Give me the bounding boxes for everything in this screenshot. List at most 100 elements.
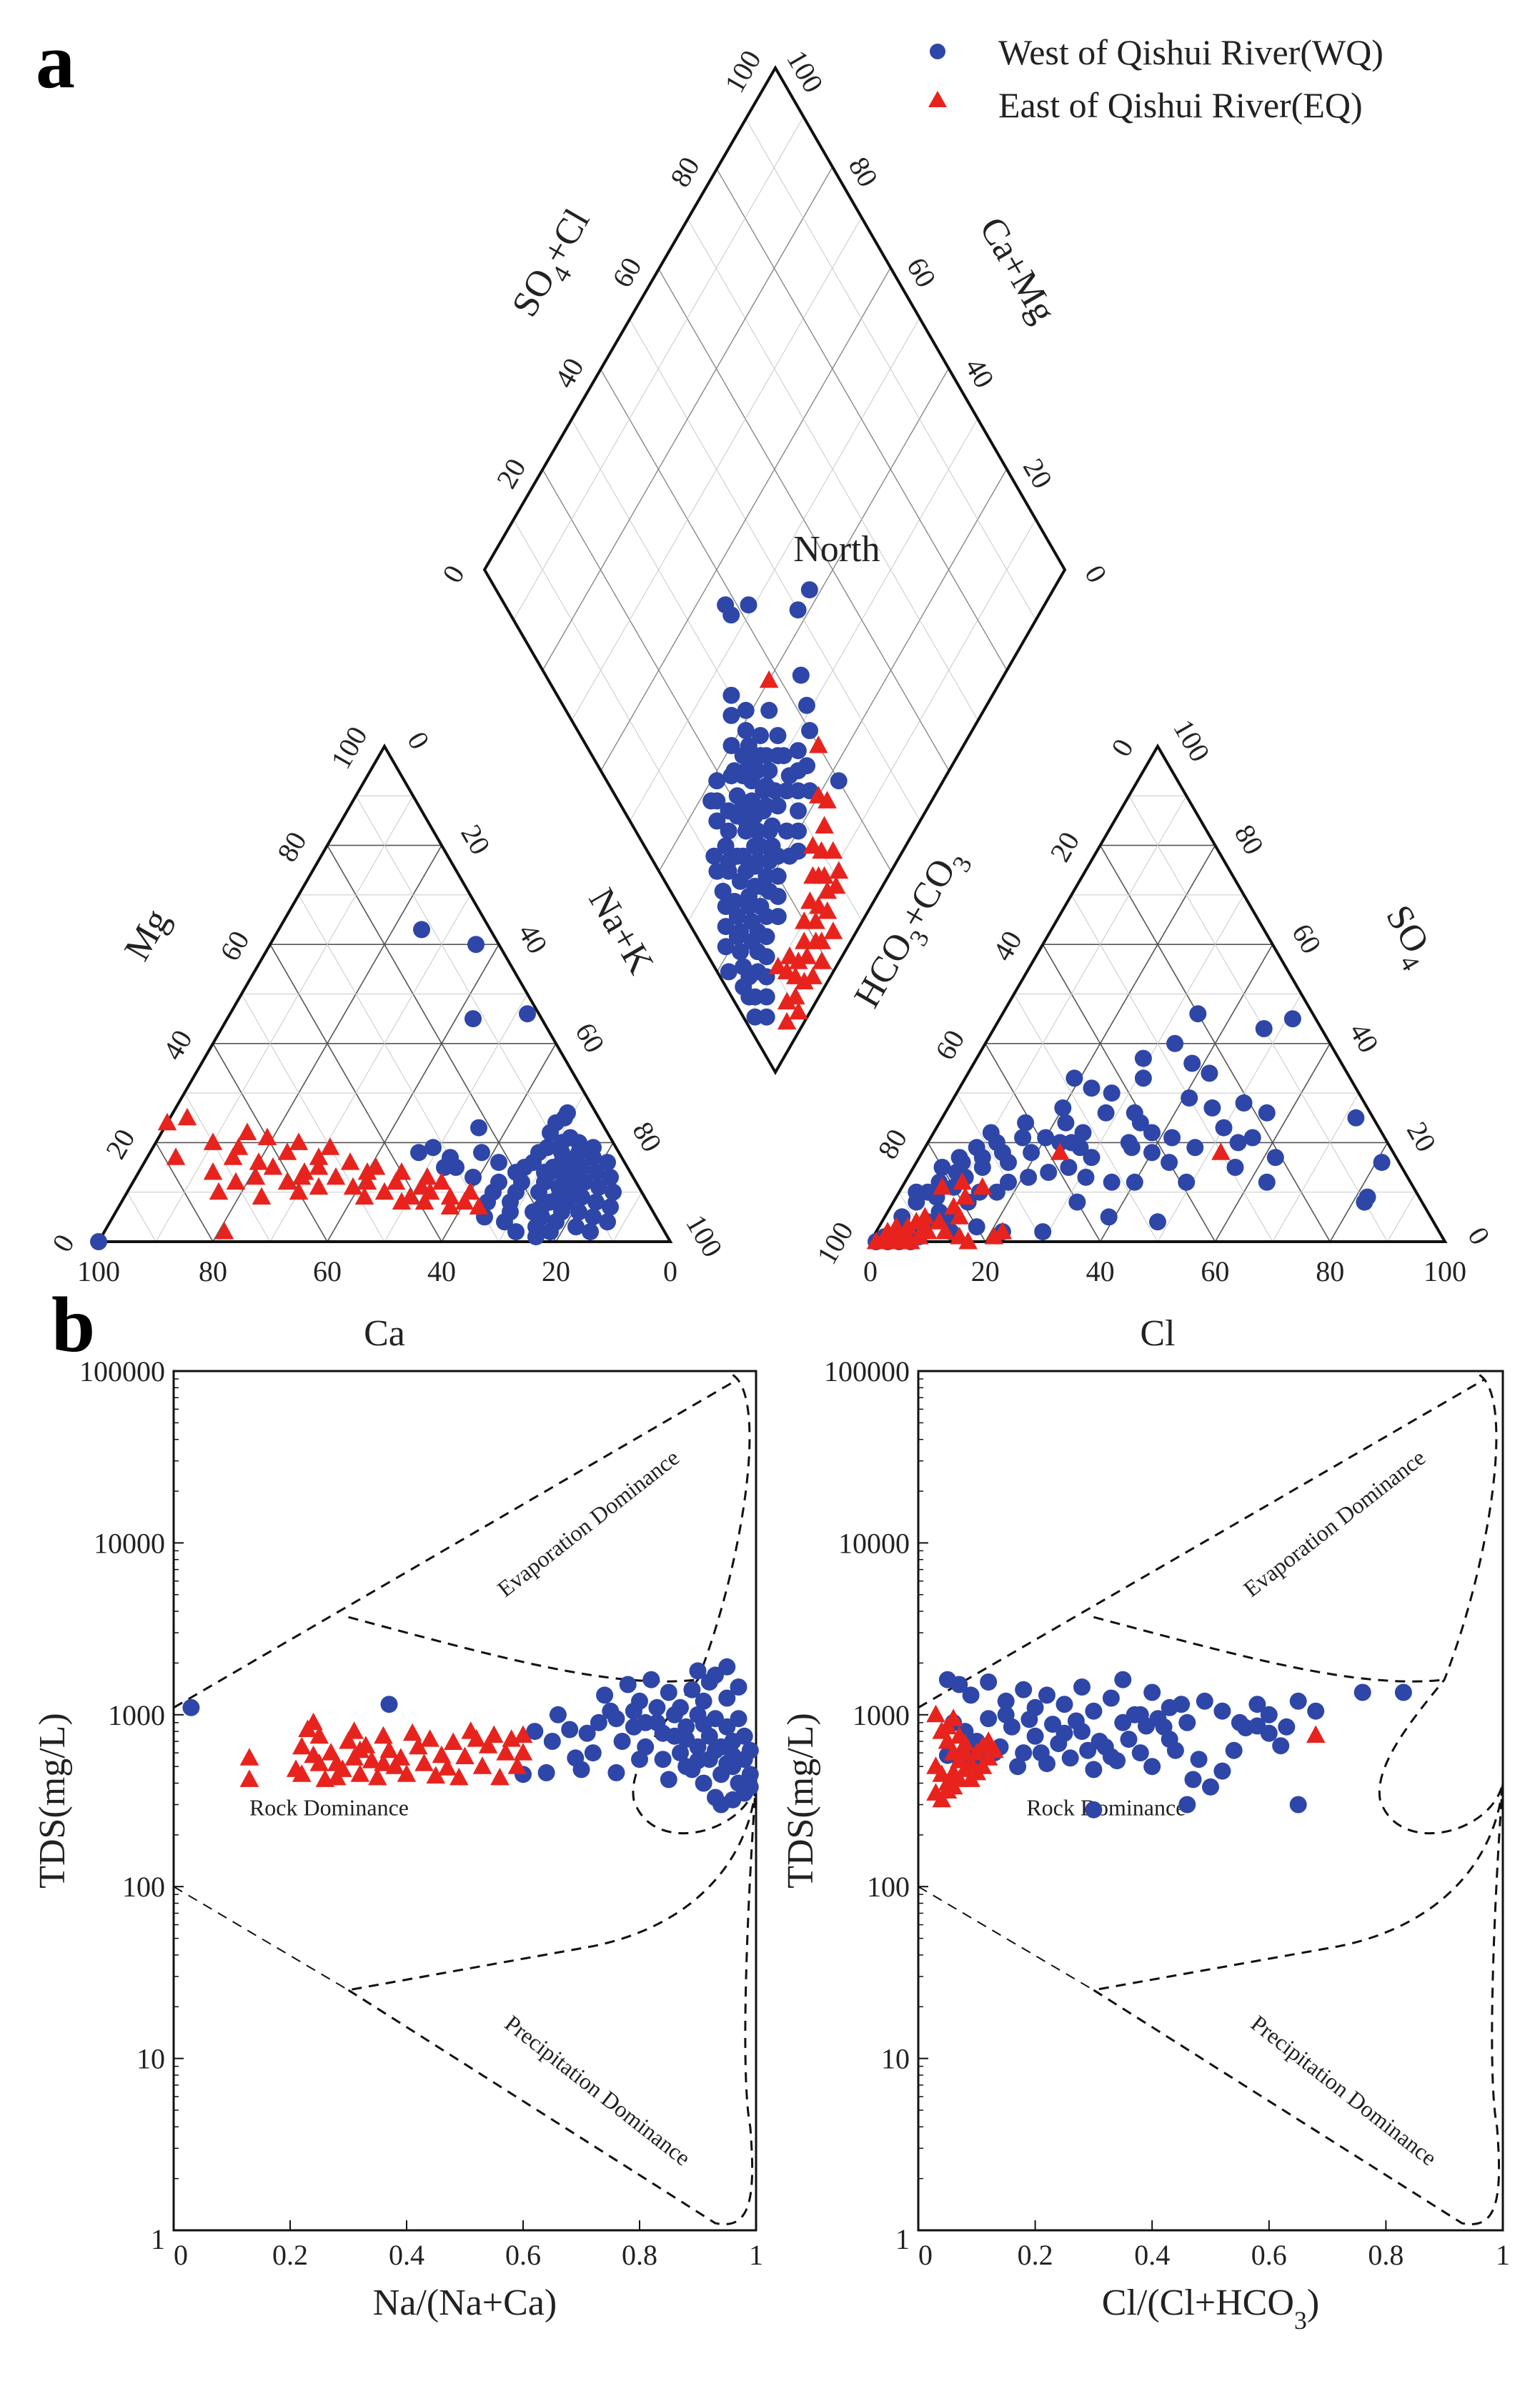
- anion-wq-point: [1040, 1164, 1058, 1181]
- anion-wq-point: [1178, 1173, 1196, 1191]
- diamond-wq-point: [790, 822, 807, 840]
- diamond-wq-point: [757, 777, 775, 795]
- precipitation-upper-boundary: [918, 1886, 1094, 1991]
- legend-wq-marker: [930, 44, 945, 59]
- gibbs-cation-wq-point: [707, 1741, 724, 1759]
- hco3-tick-label: 20: [1043, 826, 1086, 867]
- diamond-frame: [482, 65, 1067, 1075]
- anion-eq-point: [889, 1222, 909, 1240]
- diamond-eq-point: [789, 1001, 808, 1020]
- so4cl-tick-label: 40: [548, 352, 590, 393]
- cl-axis-label: Cl: [1140, 1313, 1175, 1354]
- cation-eq-point: [203, 1132, 223, 1150]
- gibbs-anion-wq-point: [1015, 1681, 1033, 1698]
- anion-wq-point: [1034, 1223, 1052, 1241]
- gibbs-cation-wq-point: [677, 1718, 695, 1736]
- cation-eq-point: [277, 1172, 297, 1190]
- gibbs-cation-wq-point: [631, 1751, 648, 1769]
- diamond-wq-point: [720, 963, 737, 981]
- anion-wq-point: [988, 1183, 1005, 1201]
- cation-eq-point: [417, 1167, 437, 1185]
- cation-wq-point: [570, 1203, 587, 1221]
- gibbs-cation-wq-point: [718, 1658, 736, 1676]
- gibbs-anion-wq-point: [1196, 1692, 1213, 1710]
- diamond-wq-point: [722, 606, 740, 624]
- gibbs-cation-wq-point: [718, 1755, 736, 1773]
- gibbs-cation-eq-point: [374, 1754, 393, 1771]
- diamond-wq-point: [717, 918, 735, 936]
- gibbs-cation-wq-point: [735, 1727, 753, 1745]
- gibbs-anion-wq-point: [1213, 1702, 1231, 1720]
- minor-gridline: [1070, 894, 1273, 1242]
- gibbs-cation-eq-point: [409, 1736, 428, 1755]
- gibbs-cation-eq-point: [472, 1756, 492, 1774]
- diamond-wq-point: [749, 852, 767, 870]
- diamond-gridline: [600, 267, 891, 771]
- anion-eq-point: [955, 1187, 975, 1205]
- diamond-wq-point: [769, 797, 787, 815]
- anion-eq-point: [910, 1227, 929, 1245]
- diamond-wq-point: [722, 686, 740, 704]
- cation-wq-point: [496, 1213, 513, 1231]
- minor-gridline: [612, 1192, 642, 1242]
- gibbs-cation-wq-point: [537, 1764, 555, 1781]
- cation-eq-point: [289, 1132, 309, 1150]
- cation-wq-point: [542, 1124, 559, 1142]
- diamond-gridline: [571, 217, 862, 721]
- anion-wq-point: [1071, 1139, 1089, 1157]
- anion-wq-point: [1266, 1149, 1284, 1167]
- cation-eq-point: [309, 1157, 329, 1175]
- cation-eq-point: [177, 1107, 197, 1126]
- cation-eq-point: [432, 1172, 452, 1190]
- cation-eq-point: [440, 1197, 460, 1215]
- camg-tick-label: 20: [1017, 453, 1059, 494]
- gibbs-cation-eq-point: [344, 1721, 364, 1739]
- y-tick-label: 10: [136, 2043, 165, 2075]
- diamond-eq-point: [795, 971, 814, 989]
- anion-wq-point: [1083, 1149, 1101, 1167]
- diamond-wq-point: [769, 747, 787, 765]
- gibbs-cation-wq-point: [182, 1698, 200, 1716]
- anion-wq-point: [908, 1183, 925, 1201]
- diamond-wq-point: [757, 948, 775, 966]
- anion-eq-point: [1211, 1142, 1231, 1160]
- gibbs-cation-wq-point: [625, 1702, 642, 1720]
- diamond-wq-point: [789, 762, 807, 780]
- cation-eq-point: [440, 1187, 460, 1205]
- diamond-wq-point: [702, 792, 720, 810]
- gibbs-anion-wq-point: [1026, 1727, 1044, 1745]
- minor-gridline: [1042, 894, 1245, 1242]
- gibbs-anion-wq-point: [962, 1686, 980, 1704]
- y-axis-label: TDS(mg/L): [780, 1713, 821, 1889]
- gibbs-anion-wq-point: [1272, 1737, 1290, 1755]
- anion-wq-point: [1255, 1020, 1273, 1037]
- precipitation-lower-boundary: [347, 1783, 757, 2225]
- mg-axis-label: Mg: [116, 902, 177, 967]
- mg-tick-label: 60: [214, 925, 256, 966]
- diamond-wq-point: [760, 822, 778, 840]
- cation-eq-point: [214, 1222, 234, 1240]
- diamond-wq-point: [728, 847, 746, 865]
- anion-eq-point: [973, 1177, 993, 1195]
- gibbs-anion-eq-point: [932, 1789, 951, 1808]
- cation-eq-point: [357, 1172, 377, 1190]
- diamond-gridline: [513, 117, 804, 620]
- legend: West of Qishui River(WQ) East of Qishui …: [928, 32, 1383, 125]
- cation-wq-point: [519, 1005, 536, 1023]
- cation-wq-point: [465, 1168, 482, 1186]
- plot-frame: [172, 1370, 757, 2232]
- cation-eq-point: [292, 1167, 312, 1185]
- gibbs-anion-wq-point: [997, 1692, 1015, 1710]
- anion-wq-point: [1166, 1034, 1184, 1052]
- mg-tick-label: 100: [324, 721, 374, 774]
- gibbs-cation-wq-point: [543, 1733, 561, 1750]
- y-tick-label: 100000: [79, 1355, 165, 1388]
- diamond-eq-point: [809, 736, 828, 753]
- cation-wq-point: [542, 1223, 559, 1241]
- gibbs-cation-wq-point: [672, 1744, 689, 1762]
- anion-eq-point: [958, 1232, 978, 1250]
- anion-wq-point: [1181, 1089, 1198, 1107]
- diamond-gridline: [630, 318, 920, 821]
- minor-gridline: [298, 894, 500, 1242]
